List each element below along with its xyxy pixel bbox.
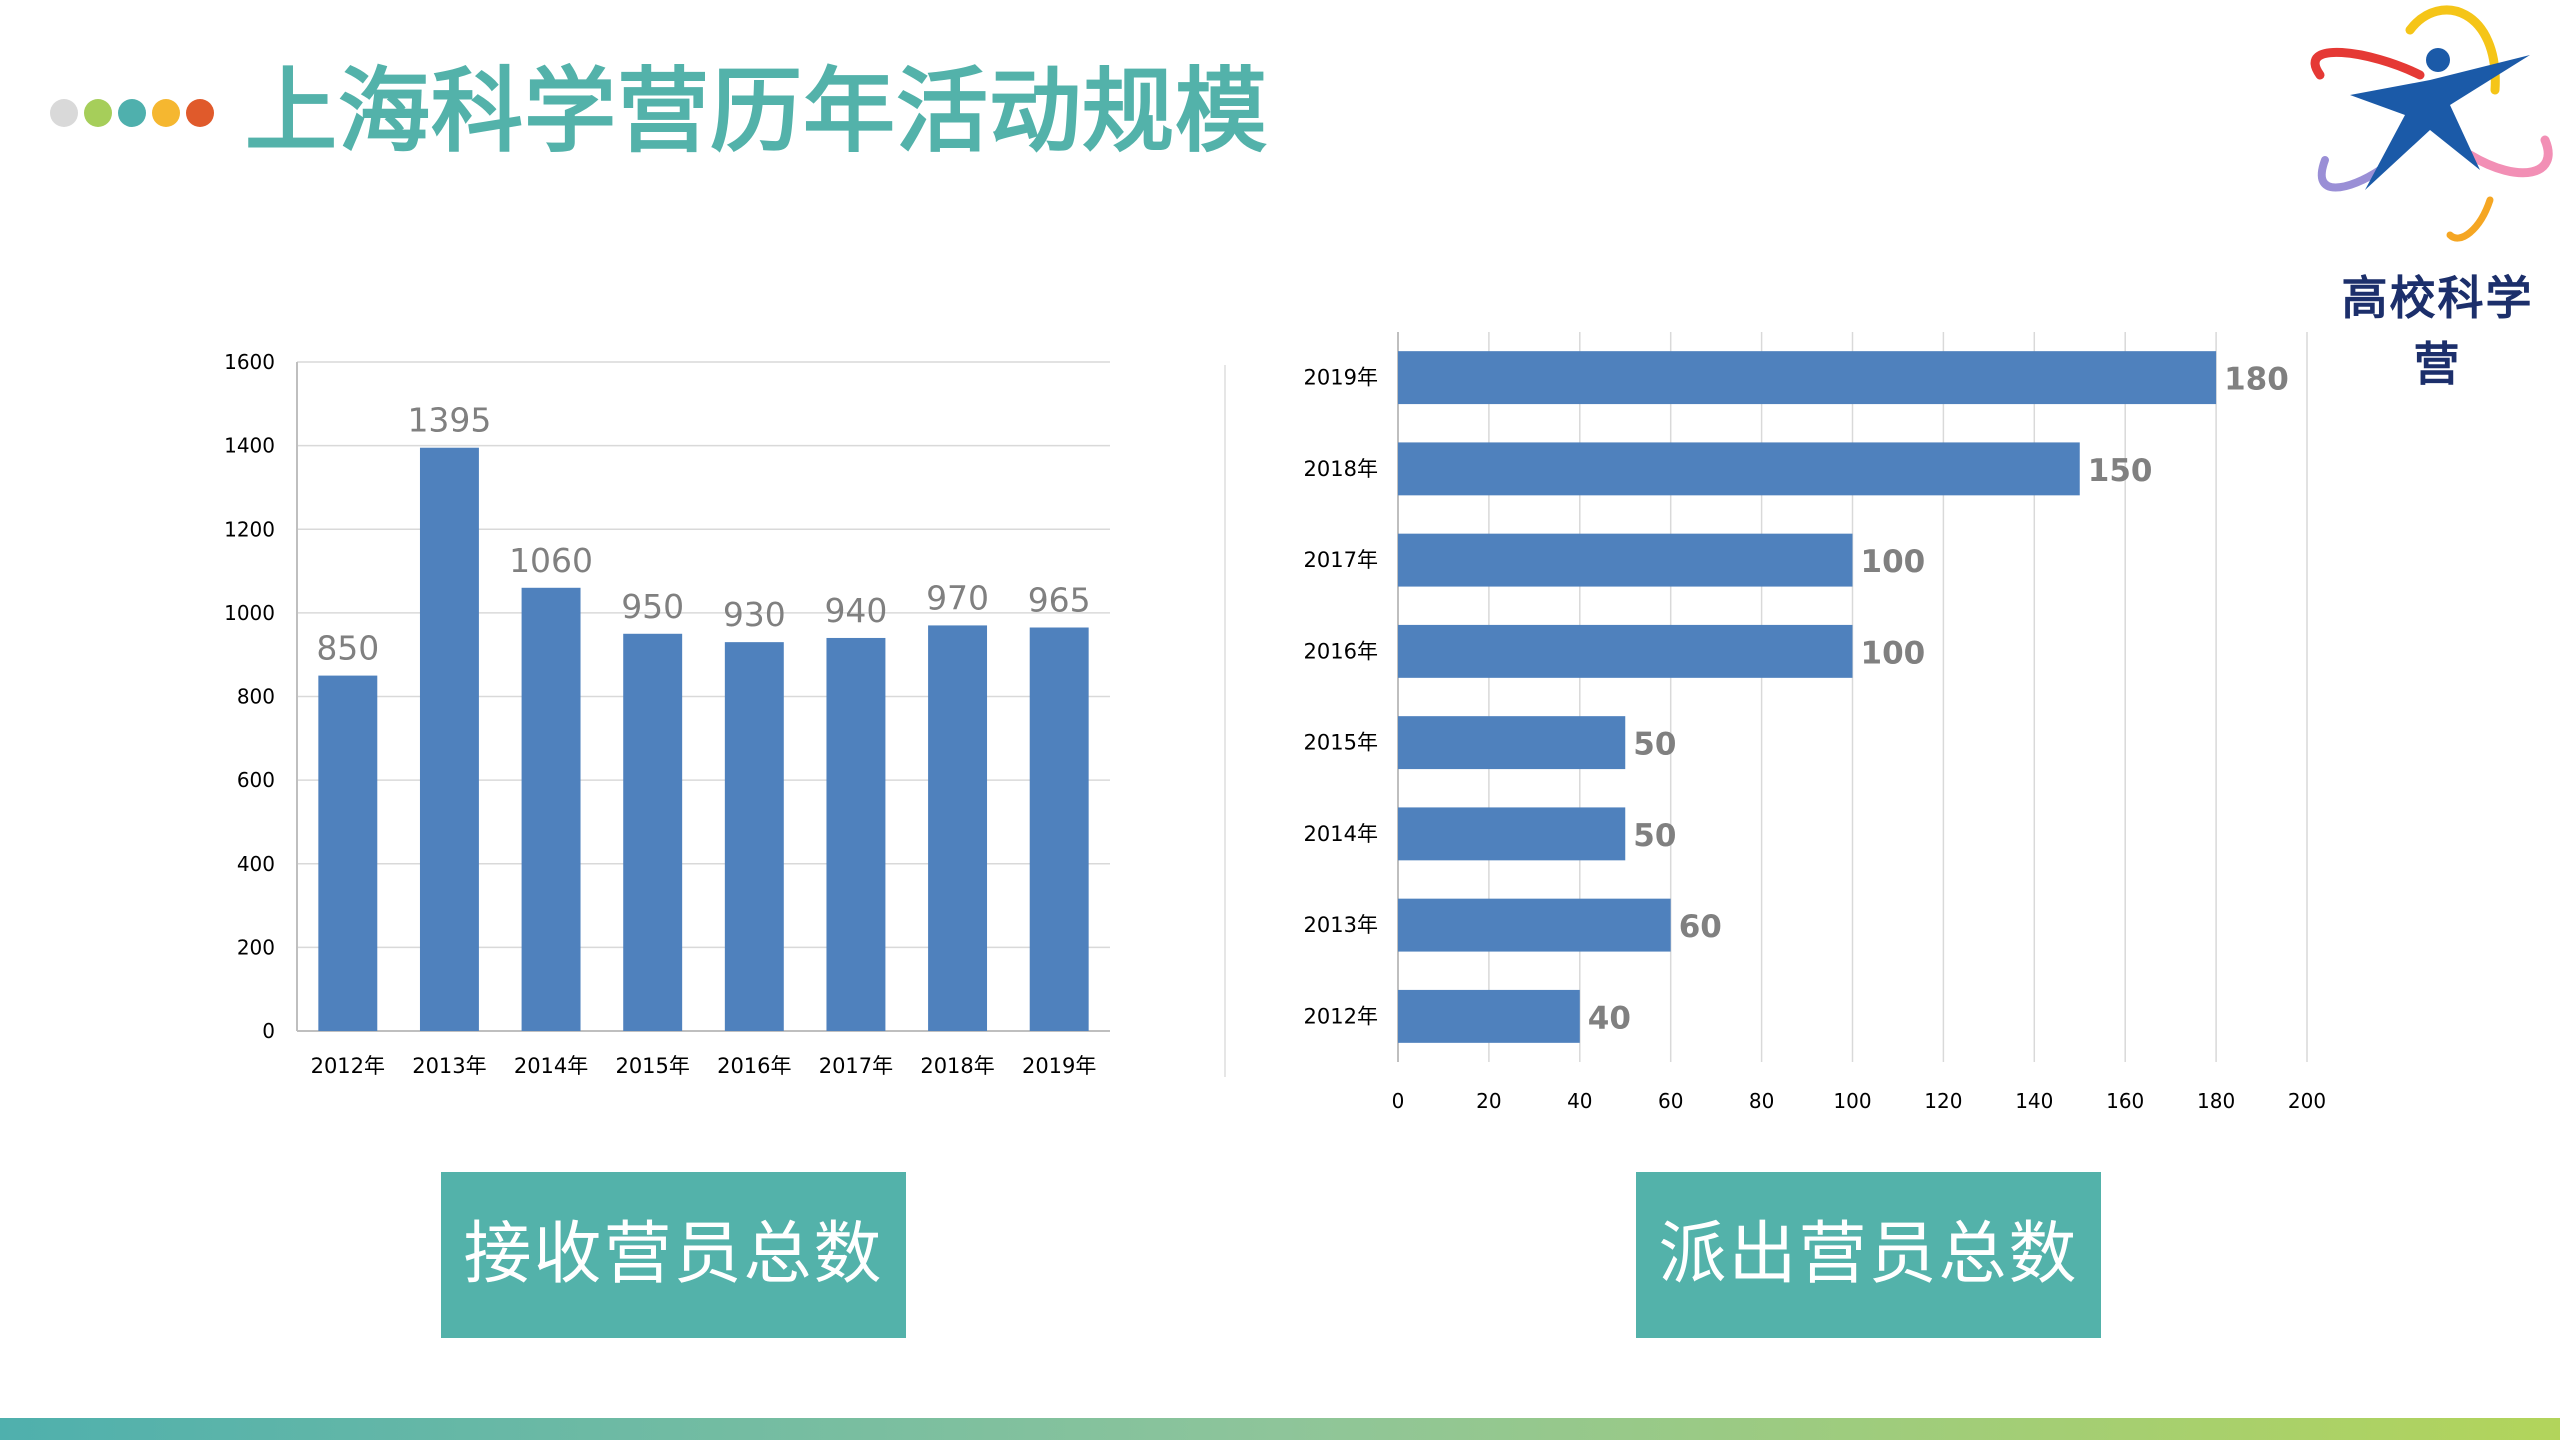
data-label: 180 [2224, 362, 2289, 398]
y-tick-label: 2018年 [1304, 457, 1378, 481]
bar [623, 633, 683, 1031]
x-tick-label: 200 [2288, 1089, 2326, 1113]
bar [419, 447, 479, 1031]
x-tick-label: 180 [2197, 1089, 2235, 1113]
bar [1398, 624, 1853, 678]
y-tick-label: 2015年 [1304, 731, 1378, 755]
decorative-dot [84, 99, 112, 127]
x-tick-label: 100 [1833, 1089, 1871, 1113]
caption-sent: 派出营员总数 [1636, 1172, 2101, 1338]
data-label: 100 [1861, 544, 1926, 580]
x-tick-label: 2012年 [311, 1054, 385, 1078]
bar [826, 637, 886, 1031]
logo-icon [2310, 5, 2553, 242]
data-label: 940 [824, 591, 887, 630]
bottom-gradient-bar [0, 1418, 2560, 1440]
x-tick-label: 40 [1567, 1089, 1592, 1113]
x-tick-label: 2019年 [1022, 1054, 1096, 1078]
decorative-dot [152, 99, 180, 127]
y-tick-label: 2019年 [1304, 366, 1378, 390]
data-label: 150 [2088, 453, 2153, 489]
bar [928, 625, 988, 1031]
sent-campers-bar-chart: 0 20 40 60 80 100 120 140 160 180 200 180 2019年 150 20… [1304, 332, 2326, 1113]
x-tick-label: 140 [2015, 1089, 2053, 1113]
data-label: 1395 [407, 401, 491, 440]
chart-divider [1224, 365, 1226, 1077]
y-tick-label: 400 [237, 852, 275, 876]
bar [521, 587, 581, 1031]
bar [318, 675, 378, 1031]
y-tick-label: 1400 [224, 434, 275, 458]
data-label: 100 [1861, 635, 1926, 671]
x-tick-label: 0 [1392, 1089, 1405, 1113]
logo-text: 高校科学营 [2341, 271, 2534, 391]
x-tick-label: 2016年 [717, 1054, 791, 1078]
x-tick-label: 2015年 [615, 1054, 689, 1078]
bar [724, 642, 784, 1031]
received-campers-bar-chart: 0 200 400 600 800 1000 1200 1400 1600 850 2012年 139… [224, 350, 1110, 1078]
y-tick-label: 2017年 [1304, 548, 1378, 572]
y-tick-label: 600 [237, 768, 275, 792]
y-tick-label: 1600 [224, 350, 275, 374]
x-tick-label: 60 [1658, 1089, 1683, 1113]
bar [1398, 716, 1626, 770]
page-title: 上海科学营历年活动规模 [245, 58, 1269, 165]
x-tick-label: 2017年 [819, 1054, 893, 1078]
data-label: 965 [1028, 581, 1091, 620]
bar [1398, 351, 2217, 405]
data-label: 950 [621, 587, 684, 626]
x-tick-label: 20 [1476, 1089, 1501, 1113]
y-tick-label: 2013年 [1304, 913, 1378, 937]
y-tick-label: 2012年 [1304, 1004, 1378, 1028]
x-tick-label: 2018年 [920, 1054, 994, 1078]
bar [1398, 533, 1853, 587]
data-label: 1060 [509, 541, 593, 580]
data-label: 50 [1633, 727, 1676, 763]
x-tick-label: 2014年 [514, 1054, 588, 1078]
decorative-dot [50, 99, 78, 127]
decorative-dot [118, 99, 146, 127]
bar [1398, 442, 2080, 496]
y-tick-label: 0 [262, 1019, 275, 1043]
bar [1398, 807, 1626, 861]
x-tick-label: 160 [2106, 1089, 2144, 1113]
data-label: 930 [723, 595, 786, 634]
y-tick-label: 2014年 [1304, 822, 1378, 846]
bar [1398, 898, 1671, 952]
x-tick-label: 80 [1749, 1089, 1774, 1113]
logo: 高校科学营 [2290, 0, 2560, 391]
x-tick-label: 2013年 [412, 1054, 486, 1078]
data-label: 40 [1588, 1000, 1631, 1036]
decorative-dots [50, 99, 214, 129]
caption-received: 接收营员总数 [441, 1172, 906, 1338]
decorative-dot [186, 99, 214, 127]
data-label: 970 [926, 578, 989, 617]
y-tick-label: 200 [237, 935, 275, 959]
y-tick-label: 800 [237, 685, 275, 709]
data-label: 60 [1679, 909, 1722, 945]
y-tick-label: 1000 [224, 601, 275, 625]
x-tick-label: 120 [1924, 1089, 1962, 1113]
bar [1029, 627, 1089, 1031]
data-label: 850 [316, 629, 379, 668]
y-tick-label: 1200 [224, 517, 275, 541]
data-label: 50 [1633, 818, 1676, 854]
y-tick-label: 2016年 [1304, 639, 1378, 663]
bar [1398, 989, 1580, 1043]
